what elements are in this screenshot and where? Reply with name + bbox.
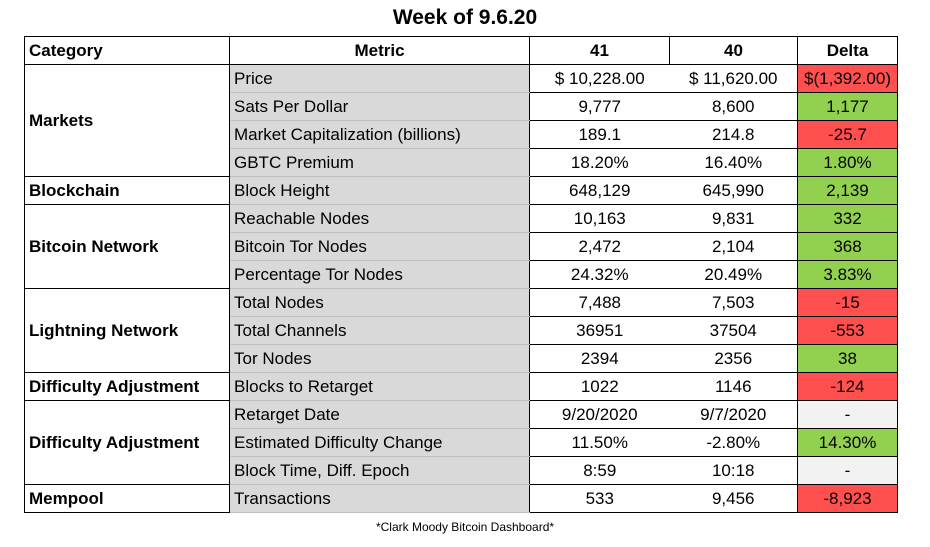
table-row: Difficulty Adjustment Blocks to Retarget 1…: [24, 372, 898, 401]
bitcoin-weekly-table: Category Metric 41 40 Delta Markets Price…: [24, 36, 898, 513]
delta-cell: -8,923: [797, 484, 898, 513]
week-41-value: 2394: [529, 344, 670, 373]
metric-cell: Percentage Tor Nodes: [229, 260, 530, 289]
metric-cell: Reachable Nodes: [229, 204, 530, 233]
week-40-value: 1146: [669, 372, 798, 401]
category-cell: Blockchain: [24, 176, 230, 205]
category-cell: Mempool: [24, 484, 230, 513]
metric-cell: Total Channels: [229, 316, 530, 345]
table-row: Blockchain Block Height 648,129 645,990 2,13…: [24, 176, 898, 205]
page-title: Week of 9.6.20: [392, 6, 538, 29]
table-row: Total Channels 36951 37504 -553: [25, 316, 898, 345]
table-row: GBTC Premium 18.20% 16.40% 1.80%: [25, 148, 898, 177]
delta-cell: -124: [797, 372, 898, 401]
category-cell: Difficulty Adjustment: [24, 400, 230, 485]
week-40-value: 16.40%: [669, 148, 798, 177]
week-40-value: 8,600: [669, 92, 798, 121]
delta-cell: 38: [797, 344, 898, 373]
category-cell: Markets: [24, 64, 230, 177]
metric-cell: Bitcoin Tor Nodes: [229, 232, 530, 261]
week-41-value: 648,129: [529, 176, 670, 205]
category-cell: Bitcoin Network: [24, 204, 230, 289]
table-row: Block Time, Diff. Epoch 8:59 10:18-: [25, 456, 898, 485]
table-row: Bitcoin Network Reachable Nodes 10,163 9,83…: [24, 204, 898, 289]
table-row: Bitcoin Tor Nodes 2,472 2,104 368: [25, 232, 898, 261]
table-row: Market Capitalization (billions) 189.1 214…: [25, 120, 898, 149]
week-41-value: 8:59: [529, 456, 670, 485]
metric-cell: Market Capitalization (billions): [229, 120, 530, 149]
week-40-value: 10:18: [669, 456, 798, 485]
delta-cell: 1.80%: [797, 148, 898, 177]
delta-money: $ (1,392.00): [802, 66, 893, 92]
metric-cell: Blocks to Retarget: [229, 372, 530, 401]
week-41-value: 1022: [529, 372, 670, 401]
week-41-value: 533: [529, 484, 670, 513]
week-41-value: 9,777: [529, 92, 670, 121]
delta-value: (1,392.00): [813, 69, 892, 88]
week-40-value: 645,990: [669, 176, 798, 205]
table-row: Lightning Network Total Nodes 7,488 7,503 -1…: [24, 288, 898, 373]
table-row: Markets Price $ 10,228.00 $ 11,620.00 $ (1,39…: [24, 64, 898, 177]
week-40-value: 7,503: [669, 288, 798, 317]
week-41-value: 2,472: [529, 232, 670, 261]
delta-cell: 1,177: [797, 92, 898, 121]
week-40-value: 9/7/2020: [669, 400, 798, 429]
delta-cell: -25.7: [797, 120, 898, 149]
metric-cell: Total Nodes: [229, 288, 530, 317]
metric-cell: Block Time, Diff. Epoch: [229, 456, 530, 485]
table-row: Estimated Difficulty Change 11.50% -2.80% 1…: [25, 428, 898, 457]
table-row: Mempool Transactions 533 9,456 -8,923: [24, 484, 898, 513]
metric-cell: Estimated Difficulty Change: [229, 428, 530, 457]
week-41-value: 9/20/2020: [529, 400, 670, 429]
metric-cell: GBTC Premium: [229, 148, 530, 177]
week-41-value: 10,163: [529, 204, 670, 233]
category-cell: Difficulty Adjustment: [24, 372, 230, 401]
metric-cell: Transactions: [229, 484, 530, 513]
table-row: Percentage Tor Nodes 24.32% 20.49% 3.83%: [25, 260, 898, 289]
week-41-value: 11.50%: [529, 428, 670, 457]
delta-cell: 332: [797, 204, 898, 233]
delta-cell: $ (1,392.00): [797, 64, 898, 93]
category-cell: Lightning Network: [24, 288, 230, 373]
week-40-value: 20.49%: [669, 260, 798, 289]
week-41-value: 36951: [529, 316, 670, 345]
week-40-value: 2356: [669, 344, 798, 373]
header-row: Category Metric 41 40 Delta: [24, 36, 898, 65]
header-category: Category: [24, 36, 230, 65]
delta-cell: -: [797, 400, 898, 429]
week-40-value: 9,456: [669, 484, 798, 513]
table-body: Markets Price $ 10,228.00 $ 11,620.00 $ (1,39…: [24, 64, 898, 513]
footnote: *Clark Moody Bitcoin Dashboard*: [375, 520, 555, 534]
week-41-value: 24.32%: [529, 260, 670, 289]
delta-cell: -: [797, 456, 898, 485]
metric-cell: Retarget Date: [229, 400, 530, 429]
header-metric: Metric: [229, 36, 530, 65]
metric-cell: Sats Per Dollar: [229, 92, 530, 121]
metric-cell: Block Height: [229, 176, 530, 205]
week-41-value: $ 10,228.00: [529, 64, 670, 93]
delta-cell: 368: [797, 232, 898, 261]
week-40-value: 37504: [669, 316, 798, 345]
metric-cell: Tor Nodes: [229, 344, 530, 373]
delta-cell: -553: [797, 316, 898, 345]
metric-cell: Price: [229, 64, 530, 93]
delta-cell: 3.83%: [797, 260, 898, 289]
week-41-value: 18.20%: [529, 148, 670, 177]
delta-cell: 2,139: [797, 176, 898, 205]
delta-cell: 14.30%: [797, 428, 898, 457]
header-delta: Delta: [797, 36, 898, 65]
delta-cell: -15: [797, 288, 898, 317]
week-40-value: 2,104: [669, 232, 798, 261]
week-40-value: $ 11,620.00: [669, 64, 798, 93]
table-row: Difficulty Adjustment Retarget Date 9/20/2…: [24, 400, 898, 485]
week-41-value: 189.1: [529, 120, 670, 149]
week-40-value: 214.8: [669, 120, 798, 149]
week-40-value: 9,831: [669, 204, 798, 233]
header-week-41: 41: [529, 36, 670, 65]
header-week-40: 40: [669, 36, 798, 65]
week-41-value: 7,488: [529, 288, 670, 317]
delta-currency-symbol: $: [804, 69, 814, 88]
week-40-value: -2.80%: [669, 428, 798, 457]
